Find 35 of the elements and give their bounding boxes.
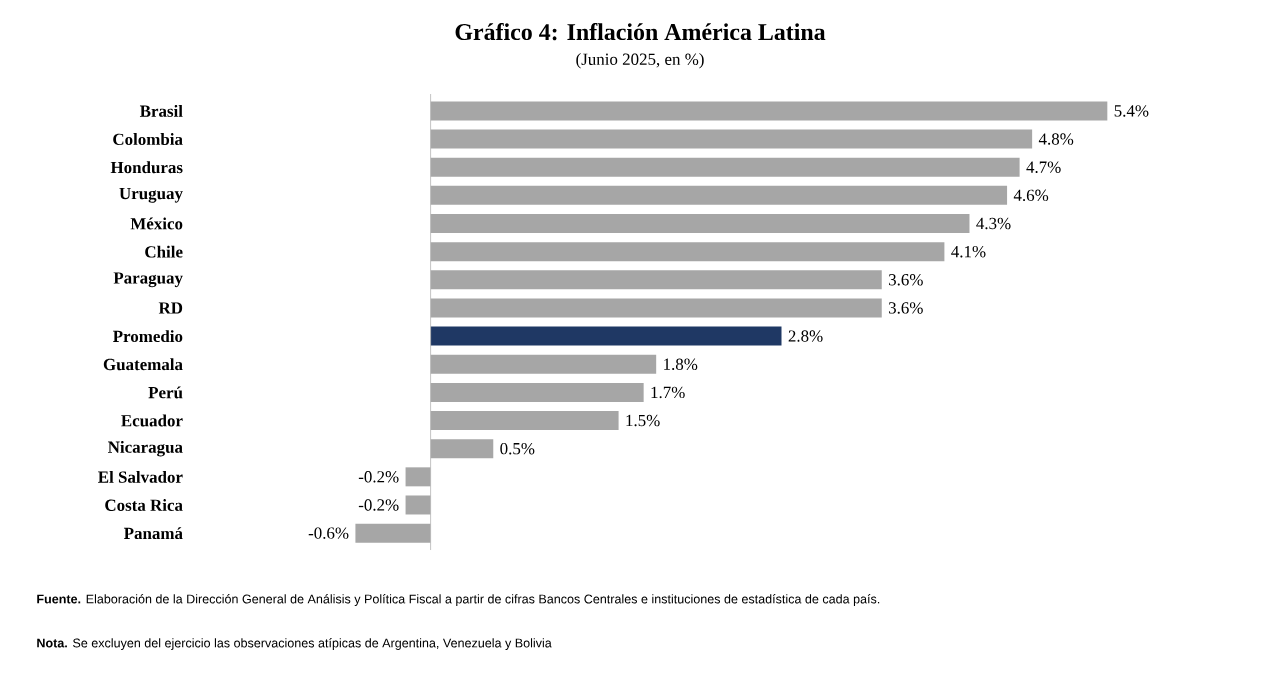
- y-tick-label: Ecuador: [121, 414, 183, 427]
- data-label: -0.6%: [308, 527, 349, 539]
- y-tick-label: Uruguay: [119, 187, 183, 203]
- data-label: 0.5%: [500, 442, 535, 455]
- chart-subtitle: (Junio 2025, en %): [576, 53, 704, 69]
- data-label: -0.2%: [358, 471, 399, 483]
- data-label: 4.6%: [1013, 189, 1049, 202]
- data-label: 4.1%: [951, 245, 986, 258]
- y-tick-label: Promedio: [113, 330, 183, 343]
- data-label: -0.2%: [358, 499, 399, 511]
- data-label: 1.7%: [651, 386, 685, 399]
- data-label: 3.6%: [888, 302, 923, 314]
- y-tick-label: Panamá: [123, 527, 183, 540]
- bar: [430, 326, 782, 346]
- y-tick-label: Brasil: [139, 104, 183, 117]
- data-label: 3.6%: [888, 274, 923, 286]
- y-tick-label: El Salvador: [98, 470, 183, 483]
- y-tick-label: Colombia: [113, 133, 183, 146]
- y-tick-label: Perú: [148, 386, 183, 399]
- y-tick-label: Chile: [145, 245, 183, 258]
- y-tick-label: Nicaragua: [108, 440, 183, 457]
- y-tick-label: Guatemala: [103, 358, 183, 371]
- data-label: 2.8%: [788, 330, 823, 342]
- data-label: 4.8%: [1038, 133, 1074, 145]
- y-tick-label: RD: [158, 302, 183, 314]
- data-label: 1.5%: [626, 414, 660, 427]
- y-tick-label: Honduras: [110, 161, 183, 174]
- y-tick-label: Paraguay: [113, 272, 183, 288]
- chart-title: Gráfico 4: Inflación América Latina: [455, 23, 826, 41]
- data-label: 4.7%: [1026, 161, 1061, 173]
- data-label: 5.4%: [1114, 105, 1149, 117]
- y-tick-label: Costa Rica: [105, 499, 183, 511]
- data-label: 4.3%: [976, 217, 1011, 230]
- data-label: 1.8%: [664, 358, 698, 371]
- y-tick-label: México: [130, 217, 183, 230]
